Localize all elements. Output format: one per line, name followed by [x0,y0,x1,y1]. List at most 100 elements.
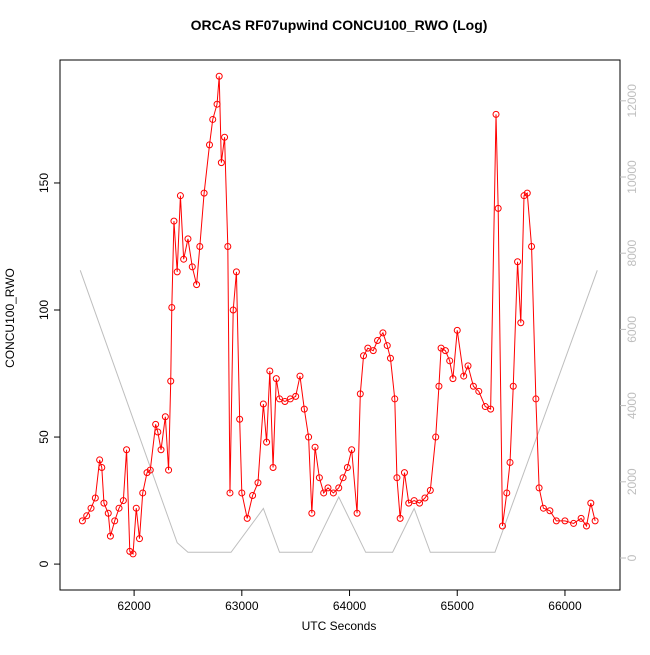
point [320,489,328,497]
point [119,497,127,505]
point [221,133,229,141]
y-tick-label: 150 [37,173,51,193]
point [305,433,313,441]
point [165,466,173,474]
point [528,242,536,250]
point [200,189,208,197]
point [226,489,234,497]
point [426,486,434,494]
point [570,519,578,527]
point [335,484,343,492]
point [449,375,457,383]
point [432,433,440,441]
point [154,428,162,436]
point [416,499,424,507]
point [249,491,257,499]
point [229,306,237,314]
point [561,517,569,525]
point [400,469,408,477]
point [188,263,196,271]
point [167,377,175,385]
point [135,535,143,543]
point [469,382,477,390]
point [353,509,361,517]
point [232,268,240,276]
x-tick-label: 62000 [117,599,151,613]
point [98,464,106,472]
point [173,268,181,276]
y2-tick-label: 10000 [625,160,639,194]
y-tick-label: 50 [37,430,51,444]
point [498,522,506,530]
plot-frame [59,59,621,591]
point [506,458,514,466]
point [139,489,147,497]
point [152,420,160,428]
point [269,464,277,472]
point [460,372,468,380]
point [396,514,404,522]
point [494,204,502,212]
series-line [79,270,598,553]
point [523,189,531,197]
point [106,532,114,540]
point [546,507,554,515]
point [96,456,104,464]
point [157,446,165,454]
point [464,362,472,370]
point [587,499,595,507]
point [91,494,99,502]
point [132,504,140,512]
point [168,303,176,311]
point [517,319,525,327]
point [509,382,517,390]
point [591,517,599,525]
point [238,489,246,497]
point [254,479,262,487]
x-tick-label: 66000 [548,599,582,613]
y2-tick-label: 4000 [625,392,639,419]
point [369,347,377,355]
point [348,446,356,454]
point [123,446,131,454]
point [206,141,214,149]
point [213,100,221,108]
point [259,400,267,408]
point [292,392,300,400]
point [308,509,316,517]
point [391,395,399,403]
point [184,235,192,243]
point [161,413,169,421]
x-axis-label: UTC Seconds [302,619,377,633]
point [296,372,304,380]
point [217,159,225,167]
x-tick-label: 64000 [333,599,367,613]
point [360,352,368,360]
point [487,405,495,413]
point [379,329,387,337]
point [343,464,351,472]
y-axis-label: CONCU100_RWO [3,268,17,368]
point [386,354,394,362]
x-tick-label: 65000 [441,599,475,613]
point [111,517,119,525]
point [475,387,483,395]
y2-tick-label: 0 [625,554,639,561]
point [532,395,540,403]
y-tick-label: 0 [37,560,51,567]
point [129,550,137,558]
point [209,115,217,123]
y2-tick-label: 12000 [625,84,639,118]
point [453,326,461,334]
point [193,281,201,289]
point [535,484,543,492]
point [577,514,585,522]
point [514,258,522,266]
point [315,474,323,482]
point [146,466,154,474]
point [215,72,223,80]
point [324,484,332,492]
point [311,443,319,451]
point [266,367,274,375]
point [100,499,108,507]
